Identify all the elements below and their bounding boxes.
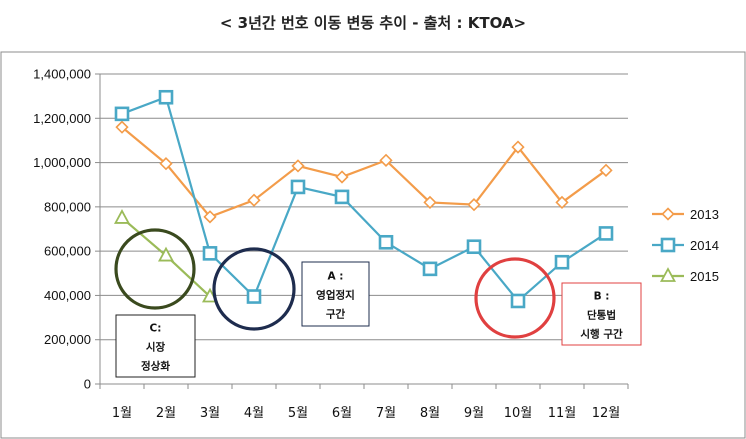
x-tick-label: 11월 — [548, 406, 577, 421]
data-point-2015 — [157, 246, 175, 262]
data-point-2014 — [334, 189, 350, 205]
series-2015 — [113, 209, 219, 303]
legend-label: 2014 — [690, 238, 719, 253]
annotation-label-c: 정상화 — [141, 360, 170, 373]
annotation-label-b: B : — [594, 291, 610, 303]
data-point-2014 — [598, 226, 614, 241]
legend-item-2014: 2014 — [652, 237, 719, 253]
data-point-2013 — [335, 170, 349, 184]
x-tick-label: 3월 — [200, 406, 220, 421]
x-tick-label: 2월 — [156, 406, 176, 421]
annotation-label-b: 단통법 — [587, 309, 616, 322]
y-tick-label: 200,000 — [44, 332, 91, 347]
data-point-2014 — [290, 179, 306, 195]
data-point-2013 — [555, 195, 569, 210]
data-point-2013 — [247, 193, 261, 207]
annotation-label-a: A : — [328, 271, 344, 283]
data-point-2013 — [467, 198, 481, 212]
x-tick-label: 12월 — [592, 406, 621, 421]
legend-item-2015: 2015 — [652, 267, 719, 284]
x-axis-ticks: 1월 2월 3월 4월 5월 6월 7월 8월 9월 10월 11월 12월 — [99, 384, 629, 421]
data-point-2013 — [511, 140, 525, 154]
legend-marker — [661, 207, 675, 221]
data-point-2013 — [423, 195, 437, 210]
data-point-2013 — [379, 153, 393, 167]
series-line-2014 — [121, 95, 607, 303]
legend-label: 2013 — [690, 207, 719, 222]
annotation-label-c: 시장 — [146, 341, 166, 354]
y-tick-label: 600,000 — [44, 244, 91, 259]
series-2014 — [114, 89, 614, 309]
data-point-2013 — [291, 159, 305, 173]
x-tick-label: 10월 — [504, 406, 533, 421]
legend: 2013 2014 2015 — [652, 207, 719, 284]
x-tick-label: 9월 — [464, 406, 484, 421]
y-tick-label: 800,000 — [44, 199, 91, 214]
annotation-label-c: C: — [150, 323, 162, 335]
data-point-2015 — [113, 209, 131, 224]
data-point-2014 — [510, 293, 526, 309]
x-tick-label: 5월 — [288, 406, 308, 421]
annotation-circle-b — [474, 257, 556, 339]
data-point-2013 — [599, 163, 613, 177]
x-tick-label: 7월 — [376, 406, 396, 421]
y-tick-label: 1,000,000 — [33, 155, 91, 170]
annotation-box-b — [561, 282, 642, 346]
data-point-2014 — [114, 106, 130, 122]
x-tick-label: 1월 — [112, 406, 132, 421]
series-line-2013 — [121, 126, 607, 219]
data-point-2013 — [159, 157, 173, 171]
annotation-label-b: 시행 구간 — [580, 328, 623, 341]
data-point-2014 — [378, 234, 394, 250]
chart-title: < 3년간 번호 이동 변동 추이 - 출처 : KTOA> — [220, 14, 526, 32]
data-point-2013 — [203, 210, 217, 224]
y-tick-label: 400,000 — [44, 288, 91, 303]
data-point-2013 — [115, 120, 129, 134]
x-tick-label: 4월 — [244, 406, 264, 421]
data-point-2014 — [554, 254, 570, 270]
x-tick-label: 8월 — [420, 406, 440, 421]
y-tick-label: 1,400,000 — [33, 67, 91, 82]
chart-area-border — [0, 51, 746, 439]
data-point-2014 — [422, 261, 438, 277]
annotation-box-c — [115, 314, 196, 378]
series-lines — [113, 89, 614, 309]
legend-marker — [659, 267, 677, 282]
annotation-circle-c — [114, 228, 196, 310]
annotation-label-a: 영업정지 — [316, 289, 355, 302]
data-point-2014 — [466, 239, 482, 255]
data-point-2014 — [202, 246, 218, 261]
data-point-2014 — [246, 289, 262, 304]
x-tick-label: 6월 — [332, 406, 352, 421]
legend-marker — [660, 237, 676, 253]
legend-item-2013: 2013 — [652, 207, 719, 222]
y-tick-label: 1,200,000 — [33, 111, 91, 126]
data-point-2014 — [158, 89, 174, 105]
legend-label: 2015 — [690, 269, 719, 284]
annotation-label-a: 구간 — [326, 308, 346, 321]
annotation-box-a — [301, 261, 370, 327]
y-tick-label: 0 — [84, 377, 91, 392]
y-axis-ticks: 0 200,000 400,000 600,000 800,000 1,000,000 1,… — [33, 67, 100, 392]
annotation-circle-a — [212, 247, 296, 331]
series-2013 — [115, 120, 613, 224]
